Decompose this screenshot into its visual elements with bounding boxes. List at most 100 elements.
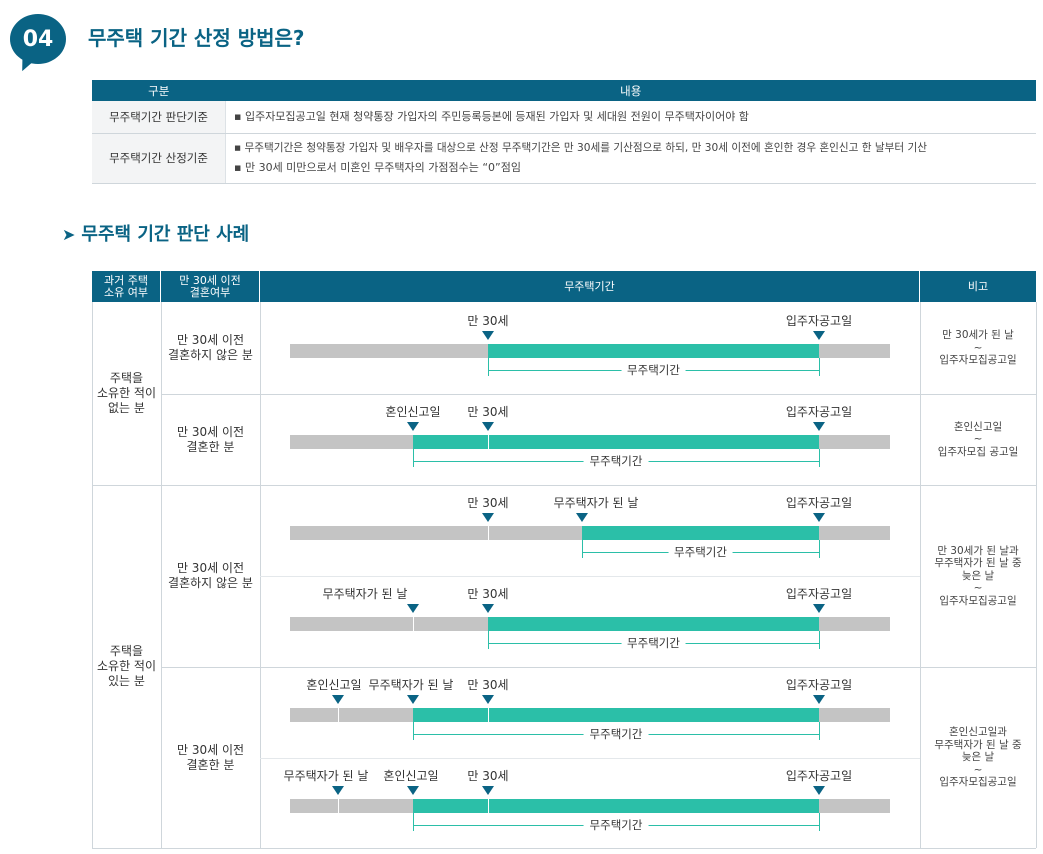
row-label: 무주택기간 판단기준: [92, 101, 226, 134]
period-label: 무주택기간: [583, 817, 649, 833]
homeless-period-bar: [488, 344, 819, 358]
section-number: 04: [10, 14, 66, 64]
period-bracket-left: [488, 358, 489, 376]
marriage-b: 만 30세 이전 결혼한 분: [176, 424, 245, 454]
note-c: 만 30세가 된 날과 무주택자가 된 날 중 늦은 날 ~ 입주자모집공고일: [934, 544, 1022, 607]
marker-arrow-icon: [332, 786, 344, 795]
marker-arrow-icon: [407, 786, 419, 795]
content-line: ▪ 무주택기간은 청약통장 가입자 및 배우자를 대상으로 산정 무주택기간은 …: [234, 142, 927, 154]
timeline-tick: [488, 435, 489, 449]
period-bracket-left: [413, 449, 414, 467]
timeline-tick: [338, 708, 339, 722]
homeless-period-bar: [582, 526, 819, 540]
period-bracket-left: [488, 631, 489, 649]
row-label: 무주택기간 산정기준: [92, 133, 226, 184]
marker-label: 입주자공고일: [785, 405, 853, 419]
homeless-period-bar: [413, 435, 819, 449]
arrow-right-icon: ➤: [62, 225, 76, 244]
marker-arrow-icon: [482, 422, 494, 431]
page-title: 무주택 기간 산정 방법은?: [88, 26, 305, 50]
note-d: 혼인신고일과 무주택자가 된 날 중 늦은 날 ~ 입주자모집공고일: [934, 726, 1022, 789]
col-header-category: 구분: [92, 80, 226, 101]
marriage-a: 만 30세 이전 결혼하지 않은 분: [168, 333, 253, 362]
marker-arrow-icon: [813, 786, 825, 795]
timeline-tick: [488, 708, 489, 722]
marker-arrow-icon: [813, 695, 825, 704]
marker-arrow-icon: [407, 604, 419, 613]
period-bracket-right: [819, 449, 820, 467]
marker-arrow-icon: [332, 695, 344, 704]
timeline-tick: [488, 526, 489, 540]
marriage-c: 만 30세 이전 결혼하지 않은 분: [168, 561, 253, 590]
marker-label: 입주자공고일: [785, 314, 853, 328]
period-label: 무주택기간: [621, 362, 686, 378]
homeless-period-bar: [413, 708, 819, 722]
marker-arrow-icon: [576, 513, 588, 522]
marker-arrow-icon: [813, 331, 825, 340]
criteria-table: 구분 내용 무주택기간 판단기준 ▪ 입주자모집공고일 현재 청약통장 가입자의…: [92, 80, 1036, 184]
table-row: 무주택기간 판단기준 ▪ 입주자모집공고일 현재 청약통장 가입자의 주민등록등…: [92, 101, 1036, 134]
marker-arrow-icon: [407, 695, 419, 704]
content-line: ▪ 만 30세 미만으로서 미혼인 무주택자의 가점점수는 “0”점임: [234, 161, 521, 174]
period-bracket-left: [582, 540, 583, 558]
period-bracket-right: [819, 358, 820, 376]
header-own: 과거 주택 소유 여부: [92, 271, 160, 302]
marker-label: 혼인신고일: [385, 405, 441, 419]
marker-label: 입주자공고일: [785, 678, 853, 692]
marker-label: 무주택자가 된 날: [322, 587, 408, 601]
header-period: 무주택기간: [260, 271, 919, 302]
content-line: ▪ 입주자모집공고일 현재 청약통장 가입자의 주민등록등본에 등재된 가입자 …: [234, 110, 749, 124]
period-bracket-right: [819, 631, 820, 649]
note-b: 혼인신고일 ~ 입주자모집 공고일: [937, 420, 1019, 458]
period-bracket-right: [819, 813, 820, 831]
marker-arrow-icon: [407, 422, 419, 431]
period-label: 무주택기간: [621, 635, 686, 651]
timeline-tick: [338, 799, 339, 813]
marker-arrow-icon: [482, 513, 494, 522]
marker-label: 입주자공고일: [785, 769, 853, 783]
marker-label: 혼인신고일: [383, 769, 439, 783]
marker-label: 만 30세: [467, 314, 509, 328]
marker-label: 만 30세: [467, 496, 509, 510]
marker-label: 만 30세: [467, 678, 509, 692]
marker-arrow-icon: [482, 786, 494, 795]
marker-arrow-icon: [482, 695, 494, 704]
own-group-never: 주택을 소유한 적이 없는 분: [96, 371, 156, 415]
marker-arrow-icon: [482, 604, 494, 613]
period-bracket-left: [413, 722, 414, 740]
period-label: 무주택기간: [583, 453, 649, 469]
marker-arrow-icon: [813, 513, 825, 522]
section-number-badge: 04: [10, 14, 68, 75]
own-group-owned: 주택을 소유한 적이 있는 분: [96, 644, 156, 688]
marker-label: 무주택자가 된 날: [553, 496, 639, 510]
timeline-tick: [488, 799, 489, 813]
homeless-period-bar: [488, 617, 819, 631]
section-subtitle-text: 무주택 기간 판단 사례: [81, 224, 250, 245]
marker-label: 만 30세: [467, 769, 509, 783]
marriage-d: 만 30세 이전 결혼한 분: [176, 742, 245, 772]
marker-label: 입주자공고일: [785, 587, 853, 601]
header-married: 만 30세 이전 결혼여부: [161, 271, 259, 302]
timeline-tick: [413, 617, 414, 631]
period-bracket-right: [819, 540, 820, 558]
col-header-content: 내용: [225, 80, 1036, 101]
period-label: 무주택기간: [583, 726, 649, 742]
header-note: 비고: [920, 271, 1036, 302]
table-row: 무주택기간 산정기준 ▪ 무주택기간은 청약통장 가입자 및 배우자를 대상으로…: [92, 133, 1036, 184]
section-subtitle: ➤ 무주택 기간 판단 사례: [62, 220, 249, 246]
marker-arrow-icon: [813, 604, 825, 613]
marker-label: 만 30세: [467, 587, 509, 601]
period-label: 무주택기간: [668, 544, 733, 560]
marker-arrow-icon: [813, 422, 825, 431]
row-content: ▪ 입주자모집공고일 현재 청약통장 가입자의 주민등록등본에 등재된 가입자 …: [225, 101, 1036, 134]
marker-label: 만 30세: [467, 405, 509, 419]
marker-label: 혼인신고일: [306, 678, 362, 692]
homeless-period-bar: [413, 799, 819, 813]
period-bracket-left: [413, 813, 414, 831]
row-content: ▪ 무주택기간은 청약통장 가입자 및 배우자를 대상으로 산정 무주택기간은 …: [225, 133, 1036, 184]
marker-label: 입주자공고일: [785, 496, 853, 510]
marker-arrow-icon: [482, 331, 494, 340]
marker-label: 무주택자가 된 날: [283, 769, 369, 783]
period-bracket-right: [819, 722, 820, 740]
marker-label: 무주택자가 된 날: [368, 678, 454, 692]
